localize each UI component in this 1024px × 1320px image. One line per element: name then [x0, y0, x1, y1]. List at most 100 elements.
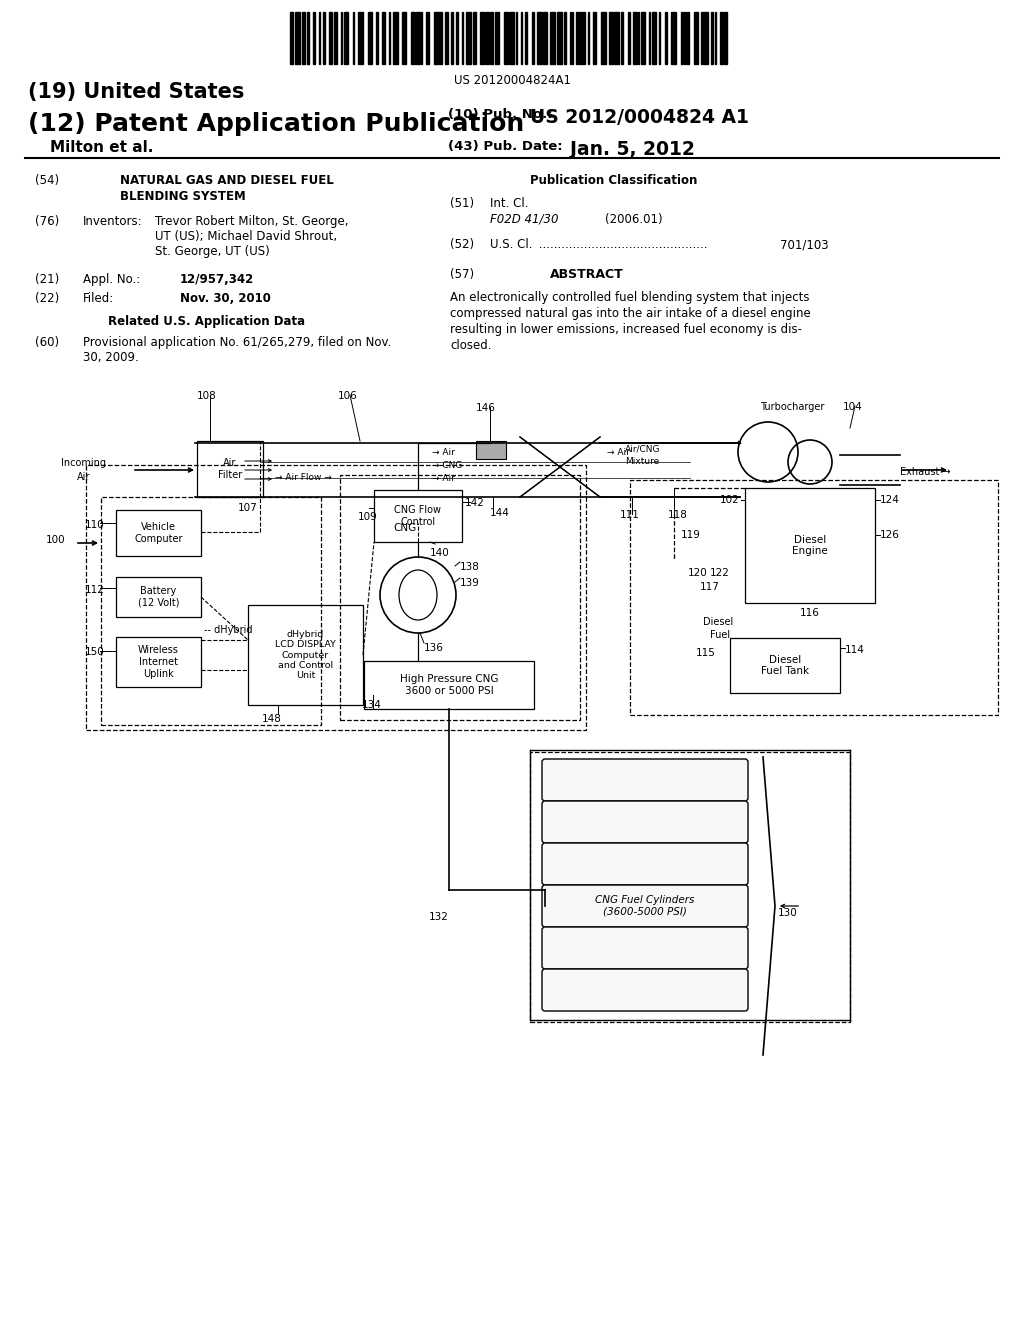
- Bar: [434, 12, 439, 63]
- Text: 12/957,342: 12/957,342: [180, 273, 254, 286]
- Bar: [116, 577, 201, 616]
- Text: US 2012/0004824 A1: US 2012/0004824 A1: [530, 108, 749, 127]
- Bar: [480, 12, 484, 63]
- Bar: [393, 12, 398, 63]
- Text: NATURAL GAS AND DIESEL FUEL: NATURAL GAS AND DIESEL FUEL: [120, 174, 334, 187]
- Text: Trevor Robert Milton, St. George,: Trevor Robert Milton, St. George,: [155, 215, 348, 228]
- Text: .............................................: ........................................…: [535, 238, 708, 251]
- Text: closed.: closed.: [450, 339, 492, 352]
- Text: compressed natural gas into the air intake of a diesel engine: compressed natural gas into the air inta…: [450, 308, 811, 319]
- Text: Wireless
Internet
Uplink: Wireless Internet Uplink: [138, 645, 179, 678]
- Bar: [504, 12, 509, 63]
- Bar: [687, 12, 689, 63]
- Bar: [307, 12, 309, 63]
- Text: (19) United States: (19) United States: [28, 82, 245, 102]
- Bar: [476, 441, 506, 459]
- Text: (52): (52): [450, 238, 481, 251]
- Text: (22): (22): [35, 292, 67, 305]
- Bar: [329, 12, 332, 63]
- Bar: [530, 752, 850, 1022]
- Text: CNG Flow
Control: CNG Flow Control: [394, 506, 441, 527]
- Text: ABSTRACT: ABSTRACT: [550, 268, 624, 281]
- Text: 142: 142: [465, 498, 485, 508]
- Text: Inventors:: Inventors:: [83, 215, 142, 228]
- Text: 108: 108: [197, 391, 217, 401]
- Text: Filed:: Filed:: [83, 292, 115, 305]
- Bar: [445, 12, 449, 63]
- Text: (57): (57): [450, 268, 474, 281]
- Text: 120: 120: [688, 568, 708, 578]
- Bar: [580, 12, 585, 63]
- Text: US 20120004824A1: US 20120004824A1: [454, 74, 570, 87]
- Text: CNG: CNG: [393, 523, 416, 533]
- Bar: [334, 12, 337, 63]
- Bar: [641, 12, 645, 63]
- Text: Vehicle
Computer: Vehicle Computer: [134, 523, 182, 544]
- Text: 115: 115: [696, 648, 716, 657]
- Text: 104: 104: [843, 403, 863, 412]
- Bar: [665, 12, 667, 63]
- Bar: [564, 12, 566, 63]
- Text: 110: 110: [85, 520, 104, 531]
- Text: 150: 150: [85, 647, 104, 657]
- Text: St. George, UT (US): St. George, UT (US): [155, 246, 269, 257]
- Bar: [440, 12, 442, 63]
- Text: (76): (76): [35, 215, 67, 228]
- Text: (54): (54): [35, 174, 67, 187]
- Text: (43) Pub. Date:: (43) Pub. Date:: [449, 140, 562, 153]
- Text: 100: 100: [46, 535, 66, 545]
- Text: Diesel
Fuel Tank: Diesel Fuel Tank: [761, 655, 809, 676]
- Text: Appl. No.:: Appl. No.:: [83, 273, 140, 286]
- Text: U.S. Cl.: U.S. Cl.: [490, 238, 532, 251]
- Bar: [720, 12, 723, 63]
- Text: Mixture: Mixture: [625, 457, 659, 466]
- Text: 140: 140: [430, 548, 450, 558]
- Bar: [532, 12, 534, 63]
- FancyBboxPatch shape: [542, 801, 748, 843]
- Text: 124: 124: [880, 495, 900, 506]
- Text: 116: 116: [800, 609, 820, 618]
- Bar: [290, 12, 293, 63]
- Bar: [671, 12, 676, 63]
- Text: UT (US); Michael David Shrout,: UT (US); Michael David Shrout,: [155, 230, 337, 243]
- Bar: [116, 638, 201, 686]
- Bar: [628, 12, 630, 63]
- Bar: [745, 488, 874, 603]
- Bar: [302, 12, 305, 63]
- Bar: [652, 12, 656, 63]
- Bar: [609, 12, 613, 63]
- Bar: [323, 12, 325, 63]
- Text: 144: 144: [490, 508, 510, 517]
- Bar: [456, 12, 458, 63]
- Bar: [295, 12, 300, 63]
- Text: 107: 107: [238, 503, 258, 513]
- Text: 146: 146: [476, 403, 496, 413]
- Bar: [313, 12, 315, 63]
- Text: (2006.01): (2006.01): [605, 213, 663, 226]
- Bar: [485, 12, 489, 63]
- Text: 122: 122: [710, 568, 730, 578]
- Bar: [426, 12, 429, 63]
- Text: Incoming: Incoming: [61, 458, 106, 469]
- Text: dHybrid
LCD DISPLAY
Computer
and Control
Unit: dHybrid LCD DISPLAY Computer and Control…: [275, 630, 336, 680]
- Bar: [376, 12, 378, 63]
- Text: 138: 138: [460, 562, 480, 572]
- Text: 102: 102: [720, 495, 739, 506]
- Text: 139: 139: [460, 578, 480, 587]
- Text: Battery
(12 Volt): Battery (12 Volt): [138, 586, 179, 607]
- Bar: [248, 605, 362, 705]
- Text: Nov. 30, 2010: Nov. 30, 2010: [180, 292, 271, 305]
- Text: → Air Flow →: → Air Flow →: [275, 473, 332, 482]
- FancyBboxPatch shape: [542, 759, 748, 801]
- Text: Publication Classification: Publication Classification: [530, 174, 697, 187]
- Text: 148: 148: [262, 714, 282, 723]
- Bar: [724, 12, 727, 63]
- Text: 119: 119: [681, 531, 700, 540]
- Text: 118: 118: [668, 510, 688, 520]
- Text: 106: 106: [338, 391, 357, 401]
- Text: 134: 134: [362, 700, 382, 710]
- Bar: [550, 12, 555, 63]
- Bar: [473, 12, 476, 63]
- Text: 117: 117: [700, 582, 720, 591]
- Bar: [730, 638, 840, 693]
